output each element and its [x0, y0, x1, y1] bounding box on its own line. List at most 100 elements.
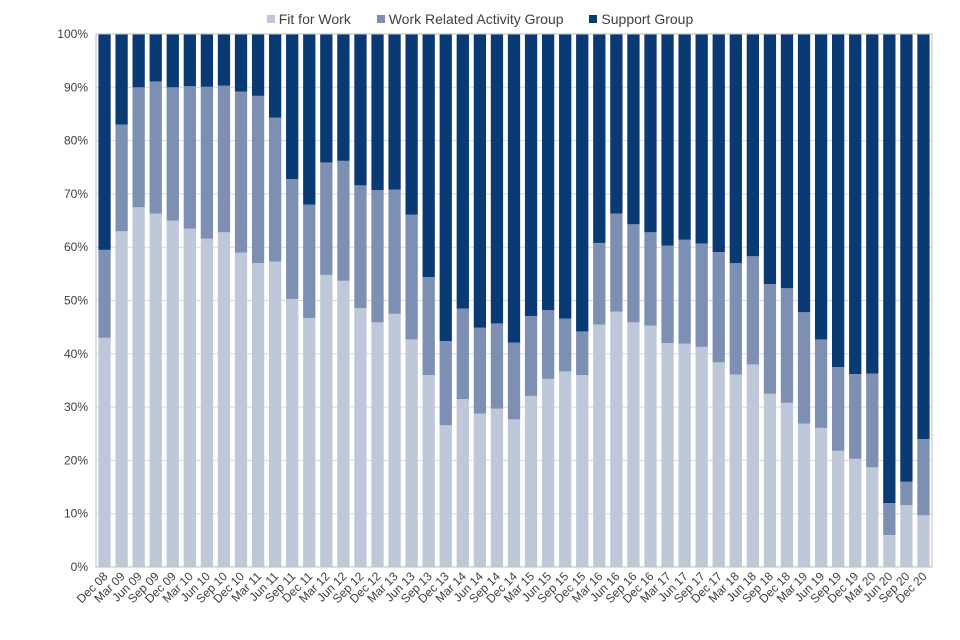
bar-support-group-sep-15 [559, 34, 572, 319]
bar-work-related-activity-group-dec-16 [644, 232, 657, 326]
bar-support-group-dec-12 [371, 34, 384, 191]
bar-support-group-sep-12 [354, 34, 367, 186]
plot-area-border [95, 33, 933, 568]
legend-label-fit-for-work: Fit for Work [278, 11, 351, 27]
bar-fit-for-work-mar-20 [866, 467, 879, 567]
bar-support-group-jun-15 [541, 34, 555, 311]
bar-work-related-activity-group-jun-10 [200, 86, 214, 239]
bar-support-group-mar-15 [524, 34, 538, 316]
bar-support-group-sep-13 [422, 34, 435, 278]
bar-support-group-dec-20 [917, 34, 930, 440]
bar-support-group-jun-20 [883, 34, 896, 504]
bar-fit-for-work-sep-16 [627, 322, 640, 567]
bars [98, 34, 930, 568]
bar-support-group-mar-10 [183, 34, 196, 87]
bar-work-related-activity-group-jun-12 [337, 160, 350, 281]
bar-work-related-activity-group-dec-08 [98, 249, 111, 338]
bar-fit-for-work-dec-14 [507, 419, 521, 567]
bar-work-related-activity-group-jun-17 [678, 239, 691, 344]
bar-work-related-activity-group-sep-20 [900, 481, 913, 506]
bar-work-related-activity-group-dec-17 [712, 252, 725, 363]
bar-fit-for-work-sep-19 [832, 450, 845, 567]
bar-work-related-activity-group-sep-11 [286, 178, 299, 299]
legend-item-fit-for-work: Fit for Work [266, 11, 351, 27]
bar-support-group-sep-11 [286, 34, 299, 179]
bar-work-related-activity-group-mar-19 [797, 312, 811, 424]
bar-fit-for-work-mar-12 [320, 274, 333, 567]
bar-fit-for-work-jun-17 [678, 343, 691, 567]
bar-fit-for-work-sep-17 [695, 346, 708, 567]
bar-work-related-activity-group-jun-18 [746, 256, 759, 365]
bar-support-group-jun-12 [337, 34, 350, 161]
bar-support-group-mar-16 [593, 34, 606, 243]
bar-support-group-mar-17 [661, 34, 674, 246]
bar-support-group-dec-14 [507, 34, 521, 343]
bar-fit-for-work-dec-08 [98, 337, 111, 567]
bar-support-group-dec-11 [303, 34, 316, 205]
bar-fit-for-work-sep-10 [217, 232, 231, 567]
bar-work-related-activity-group-dec-10 [234, 91, 248, 253]
bar-work-related-activity-group-mar-18 [729, 263, 742, 375]
bar-work-related-activity-group-jun-13 [405, 214, 418, 340]
bar-work-related-activity-group-sep-12 [354, 185, 367, 308]
bar-work-related-activity-group-sep-13 [422, 277, 435, 376]
bar-fit-for-work-mar-18 [729, 374, 742, 567]
bar-work-related-activity-group-sep-09 [149, 81, 162, 214]
bar-fit-for-work-mar-10 [183, 228, 196, 568]
bar-fit-for-work-jun-13 [405, 339, 418, 567]
bar-support-group-jun-18 [746, 34, 759, 257]
bar-fit-for-work-mar-17 [661, 343, 674, 567]
y-axis-ticks: 0% 10% 20% 30% 40% 50% 60% 70% 80% 90% 100% [57, 27, 88, 574]
bar-work-related-activity-group-jun-16 [610, 213, 623, 312]
bar-fit-for-work-jun-10 [200, 238, 214, 568]
bar-fit-for-work-jun-16 [610, 311, 623, 567]
bar-fit-for-work-jun-15 [541, 378, 555, 567]
y-tick-label: 10% [64, 507, 88, 521]
bar-work-related-activity-group-mar-12 [320, 162, 333, 275]
bar-fit-for-work-dec-11 [303, 318, 316, 567]
bar-fit-for-work-mar-15 [524, 395, 538, 567]
legend-label-work-related-activity-group: Work Related Activity Group [388, 11, 564, 27]
bar-support-group-sep-17 [695, 34, 708, 244]
bar-work-related-activity-group-dec-09 [166, 87, 179, 221]
y-tick-label: 60% [64, 240, 88, 254]
bar-support-group-jun-16 [610, 34, 623, 214]
bar-support-group-dec-17 [712, 34, 725, 252]
bar-work-related-activity-group-jun-14 [473, 327, 487, 414]
bar-fit-for-work-sep-11 [286, 298, 299, 567]
bar-support-group-mar-18 [729, 34, 742, 264]
bar-fit-for-work-dec-18 [780, 402, 794, 567]
y-tick-label: 100% [57, 27, 88, 41]
legend-swatch-fit-for-work [266, 15, 275, 23]
bar-support-group-jun-11 [269, 34, 282, 118]
bar-work-related-activity-group-sep-14 [490, 323, 504, 409]
bar-work-related-activity-group-mar-09 [115, 124, 128, 232]
bar-support-group-mar-11 [251, 34, 265, 96]
bar-support-group-mar-09 [115, 34, 128, 125]
bar-fit-for-work-mar-19 [797, 423, 811, 567]
bar-support-group-sep-19 [832, 34, 845, 368]
bar-support-group-mar-14 [456, 34, 469, 309]
y-tick-label: 70% [64, 187, 88, 201]
y-tick-label: 40% [64, 347, 88, 361]
legend-item-work-related-activity-group: Work Related Activity Group [376, 11, 564, 27]
bar-fit-for-work-jun-09 [132, 207, 145, 567]
bar-work-related-activity-group-mar-11 [251, 95, 265, 264]
bar-work-related-activity-group-mar-13 [388, 189, 401, 314]
bar-support-group-dec-16 [644, 34, 657, 233]
bar-support-group-dec-10 [234, 34, 248, 92]
bar-work-related-activity-group-dec-19 [849, 374, 862, 459]
bar-fit-for-work-mar-09 [115, 231, 128, 567]
bar-support-group-sep-09 [149, 34, 162, 82]
bar-fit-for-work-sep-18 [763, 393, 777, 567]
bar-fit-for-work-dec-09 [166, 220, 179, 568]
bar-fit-for-work-jun-19 [814, 427, 828, 567]
bar-support-group-sep-10 [217, 34, 231, 86]
bar-work-related-activity-group-mar-20 [866, 373, 879, 468]
bar-fit-for-work-dec-17 [712, 362, 725, 567]
bar-work-related-activity-group-dec-14 [507, 342, 521, 420]
bar-work-related-activity-group-mar-17 [661, 245, 674, 344]
bar-work-related-activity-group-jun-20 [883, 503, 896, 536]
bar-work-related-activity-group-mar-15 [524, 315, 538, 396]
